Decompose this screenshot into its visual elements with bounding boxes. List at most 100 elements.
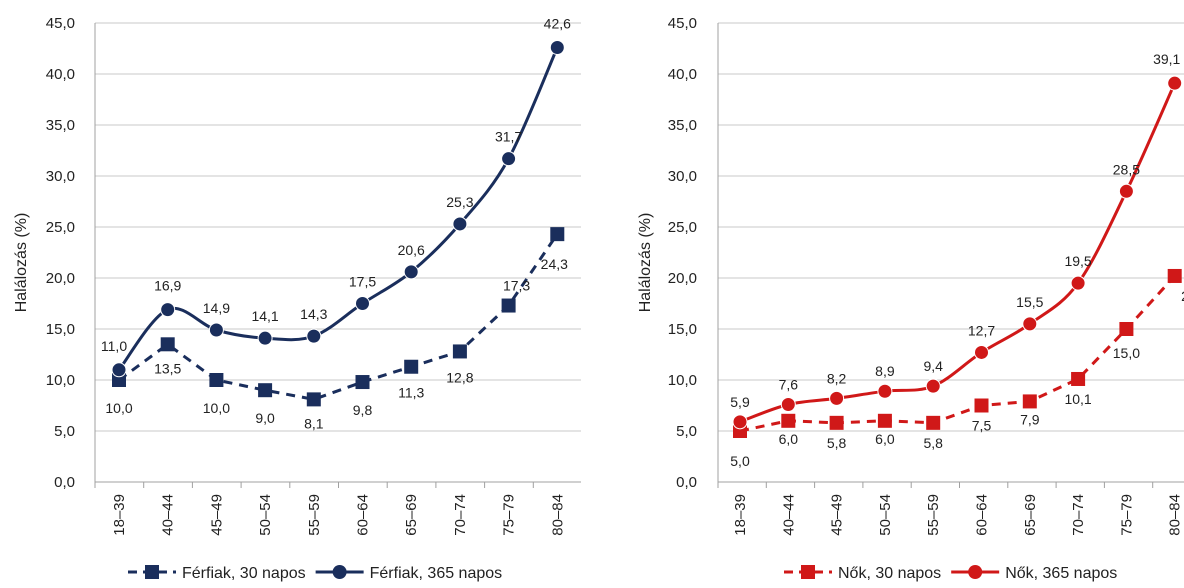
data-label: 5,0 xyxy=(730,453,750,469)
legend-label-1: Nők, 30 napos xyxy=(838,565,941,582)
y-tick-label: 45,0 xyxy=(46,15,75,32)
data-point-circle xyxy=(877,383,893,399)
data-label: 10,0 xyxy=(105,400,132,416)
chart-2: 0,0 5,0 10,0 15,0 20,0 25,0 30,0 35,0 40,0 45,0 18… xyxy=(637,15,1184,582)
series-line-2 xyxy=(738,81,1177,424)
series-line-1 xyxy=(118,233,559,401)
x-tick-label: 75–79 xyxy=(501,494,518,536)
x-tick-label: 80–84 xyxy=(1167,494,1184,536)
legend-marker-square xyxy=(801,565,815,579)
data-label: 7,9 xyxy=(1020,411,1040,427)
data-label: 11,3 xyxy=(398,385,424,401)
x-tick-label: 70–74 xyxy=(452,494,469,536)
data-point-circle xyxy=(732,414,748,430)
x-tick-label: 75–79 xyxy=(1118,494,1135,536)
data-point-square xyxy=(452,344,467,359)
x-tick-label: 50–54 xyxy=(257,494,274,536)
data-label: 6,0 xyxy=(779,431,799,447)
x-tick-label: 60–64 xyxy=(355,494,372,536)
y-tick-label: 40,0 xyxy=(668,66,697,83)
data-label: 5,8 xyxy=(923,435,943,451)
legend-marker-square xyxy=(145,565,159,579)
data-point-circle xyxy=(452,216,468,232)
y-tick-label: 35,0 xyxy=(46,117,75,134)
data-point-square xyxy=(160,337,175,352)
data-label: 8,2 xyxy=(827,370,847,386)
legend-marker-circle xyxy=(968,565,983,579)
data-label: 7,5 xyxy=(972,418,992,434)
data-point-circle xyxy=(355,296,370,311)
data-point-circle xyxy=(974,344,989,360)
y-tick-label: 10,0 xyxy=(668,372,697,389)
data-label: 16,9 xyxy=(154,278,181,294)
data-label: 9,0 xyxy=(255,410,275,426)
y-tick-label: 15,0 xyxy=(668,321,697,338)
y-tick-label: 30,0 xyxy=(46,168,75,185)
y-axis-title: Halálozás (%) xyxy=(13,213,30,313)
data-point-square xyxy=(877,413,892,428)
data-point-circle xyxy=(111,362,127,378)
data-label: 10,1 xyxy=(1064,391,1091,407)
y-tick-label: 20,0 xyxy=(46,270,75,287)
data-label: 10,0 xyxy=(203,400,230,416)
x-tick-label: 40–44 xyxy=(780,494,797,536)
chart-1: 0,0 5,0 10,0 15,0 20,0 25,0 30,0 35,0 40,0 45,0 18… xyxy=(13,15,581,582)
x-tick-label: 80–84 xyxy=(549,494,566,536)
data-point-circle xyxy=(1118,183,1134,199)
data-label: 28,5 xyxy=(1113,161,1140,177)
legend-marker-circle xyxy=(332,565,347,579)
data-label: 9,8 xyxy=(353,402,373,418)
data-label: 9,4 xyxy=(923,358,943,374)
data-label: 24,3 xyxy=(541,256,568,272)
x-tick-label: 65–69 xyxy=(1022,494,1039,536)
data-label: 12,7 xyxy=(968,322,995,338)
y-tick-label: 40,0 xyxy=(46,66,75,83)
data-label: 11,0 xyxy=(101,338,127,354)
data-label: 12,8 xyxy=(446,369,473,385)
x-tick-label: 40–44 xyxy=(160,494,177,536)
data-point-square xyxy=(1167,268,1182,283)
data-label: 8,1 xyxy=(304,415,324,431)
data-label: 19,5 xyxy=(1064,253,1091,269)
data-point-circle xyxy=(1167,75,1183,91)
x-tick-label: 55–59 xyxy=(925,494,942,536)
data-point-square xyxy=(829,415,844,430)
data-point-square xyxy=(1071,371,1086,386)
series-line-1 xyxy=(739,274,1176,433)
legend-label-2: Férfiak, 365 napos xyxy=(370,565,503,582)
y-axis-title: Halálozás (%) xyxy=(637,213,654,313)
data-point-square xyxy=(306,392,321,407)
data-point-circle xyxy=(403,264,419,280)
data-point-square xyxy=(781,413,796,428)
data-point-circle xyxy=(501,151,517,167)
data-point-square xyxy=(112,373,126,387)
y-tick-label: 5,0 xyxy=(676,423,697,440)
x-tick-label: 55–59 xyxy=(306,494,323,536)
data-point-circle xyxy=(925,378,941,394)
y-tick-label: 20,0 xyxy=(668,270,697,287)
data-point-square xyxy=(550,227,565,242)
data-label: 6,0 xyxy=(875,431,895,447)
data-point-circle xyxy=(257,330,273,346)
data-point-square xyxy=(258,383,273,398)
data-label: 14,9 xyxy=(203,300,230,316)
data-label: 15,0 xyxy=(1113,345,1140,361)
data-label: 13,5 xyxy=(154,360,181,376)
y-tick-label: 25,0 xyxy=(668,219,697,236)
data-point-circle xyxy=(208,322,224,338)
legend-label-2: Nők, 365 napos xyxy=(1005,565,1117,582)
y-tick-label: 15,0 xyxy=(46,321,75,338)
data-point-circle xyxy=(306,328,322,344)
data-label: 17,5 xyxy=(349,274,376,290)
legend-label-1: Férfiak, 30 napos xyxy=(182,565,306,582)
data-label: 7,6 xyxy=(779,376,799,392)
data-point-square xyxy=(404,359,419,374)
x-tick-label: 60–64 xyxy=(974,494,991,536)
x-tick-label: 45–49 xyxy=(829,494,846,536)
x-tick-label: 65–69 xyxy=(403,494,420,536)
data-point-circle xyxy=(549,39,565,55)
data-label: 39,1 xyxy=(1153,51,1180,67)
y-tick-label: 0,0 xyxy=(676,474,697,491)
